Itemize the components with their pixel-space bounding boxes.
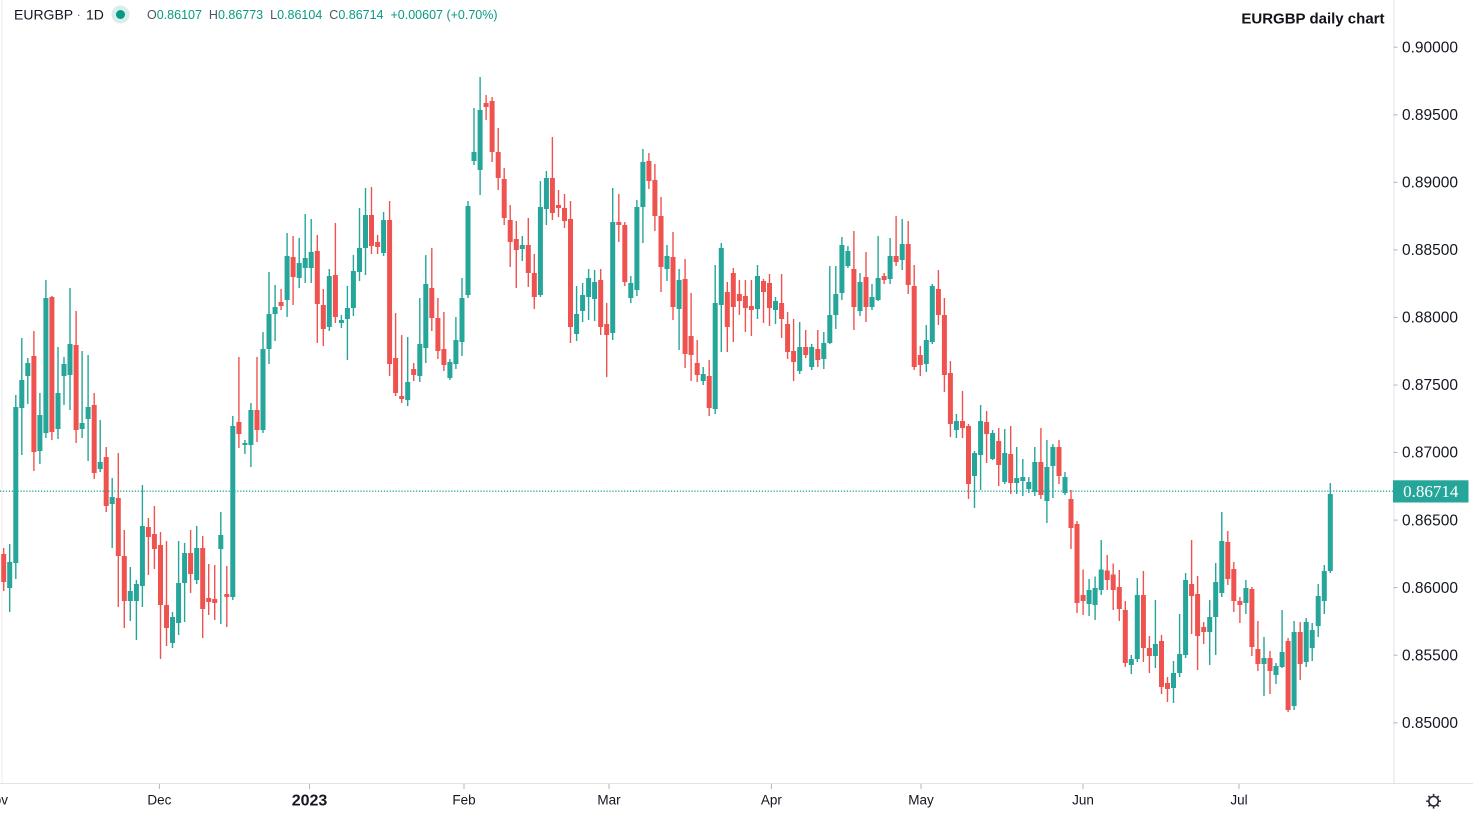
svg-text:Feb: Feb — [452, 793, 475, 808]
svg-text:0.87000: 0.87000 — [1402, 445, 1458, 462]
svg-text:0.85000: 0.85000 — [1402, 715, 1458, 732]
svg-text:0.86500: 0.86500 — [1402, 512, 1458, 529]
svg-text:Mar: Mar — [597, 793, 621, 808]
svg-text:0.88500: 0.88500 — [1402, 242, 1458, 259]
svg-text:1D: 1D — [86, 7, 104, 23]
svg-text:0.90000: 0.90000 — [1402, 39, 1458, 56]
svg-text:0.85500: 0.85500 — [1402, 647, 1458, 664]
svg-text:0.87500: 0.87500 — [1402, 377, 1458, 394]
svg-text:Jun: Jun — [1072, 793, 1094, 808]
svg-text:0.89000: 0.89000 — [1402, 175, 1458, 192]
svg-text:Apr: Apr — [761, 793, 783, 808]
svg-text:0.89500: 0.89500 — [1402, 107, 1458, 124]
svg-text:Dec: Dec — [147, 793, 171, 808]
svg-text:Jul: Jul — [1230, 793, 1247, 808]
svg-text:2023: 2023 — [292, 793, 328, 810]
svg-text:0.86000: 0.86000 — [1402, 580, 1458, 597]
svg-text:0.86714: 0.86714 — [1403, 482, 1459, 501]
svg-text:Nov: Nov — [0, 793, 8, 808]
svg-text:May: May — [908, 793, 934, 808]
svg-text:EURGBP: EURGBP — [14, 7, 73, 23]
svg-text:EURGBP daily chart: EURGBP daily chart — [1241, 11, 1384, 28]
svg-text:0.88000: 0.88000 — [1402, 310, 1458, 327]
svg-text:·: · — [77, 7, 81, 22]
